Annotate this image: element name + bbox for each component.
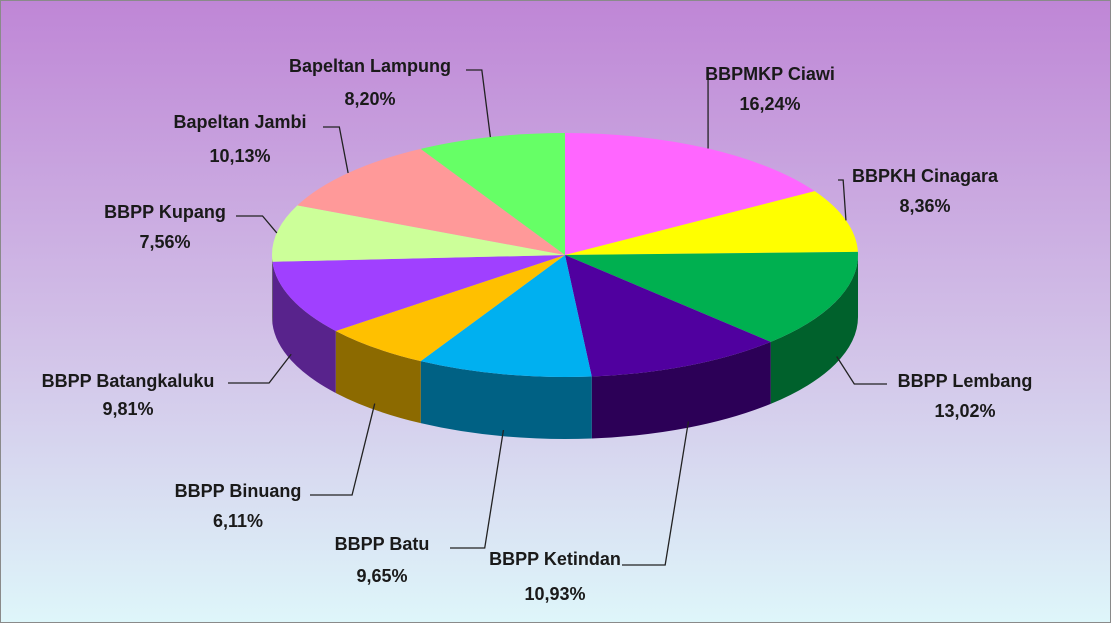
slice-value-label: 7,56% xyxy=(139,232,190,252)
slice-label: BBPP Batangkaluku xyxy=(42,371,215,391)
slice-label: Bapeltan Jambi xyxy=(173,112,306,132)
slice-label: BBPP Ketindan xyxy=(489,549,621,569)
slice-value-label: 9,65% xyxy=(356,566,407,586)
leader-line xyxy=(310,403,376,496)
slice xyxy=(565,251,858,342)
slice xyxy=(420,133,565,255)
slice-label: BBPKH Cinagara xyxy=(852,166,999,186)
slice xyxy=(420,255,592,377)
slice-value-label: 16,24% xyxy=(739,94,800,114)
leader-line xyxy=(236,215,278,234)
leader-line xyxy=(228,353,292,384)
leader-line xyxy=(622,421,690,566)
slice-value-label: 8,36% xyxy=(899,196,950,216)
slice-label: Bapeltan Lampung xyxy=(289,56,451,76)
slice-side xyxy=(272,261,336,393)
slice-label: BBPP Kupang xyxy=(104,202,226,222)
slice-side xyxy=(591,341,771,439)
slice-value-label: 6,11% xyxy=(213,511,263,531)
slice-side xyxy=(335,330,421,424)
slice-value-label: 10,13% xyxy=(209,146,270,166)
leader-line xyxy=(838,179,847,221)
slice xyxy=(272,205,565,262)
slice-label: BBPP Lembang xyxy=(898,371,1033,391)
slice xyxy=(565,255,771,377)
leader-line xyxy=(836,356,887,385)
slice-value-label: 9,81% xyxy=(102,399,153,419)
leader-line xyxy=(466,69,492,138)
slice-value-label: 13,02% xyxy=(934,401,995,421)
slice-label: BBPP Batu xyxy=(335,534,430,554)
slice-value-label: 8,20% xyxy=(344,89,395,109)
slice-label: BBPP Binuang xyxy=(175,481,302,501)
slice xyxy=(565,133,815,255)
slice-value-label: 10,93% xyxy=(524,584,585,604)
leader-line xyxy=(450,429,505,549)
slice xyxy=(272,255,565,331)
slice-side xyxy=(420,361,592,439)
slice-label: BBPMKP Ciawi xyxy=(705,64,835,84)
slice xyxy=(335,255,565,362)
slice xyxy=(565,191,858,255)
slice-side xyxy=(770,255,858,404)
leader-line xyxy=(323,126,349,174)
slice xyxy=(297,148,565,255)
